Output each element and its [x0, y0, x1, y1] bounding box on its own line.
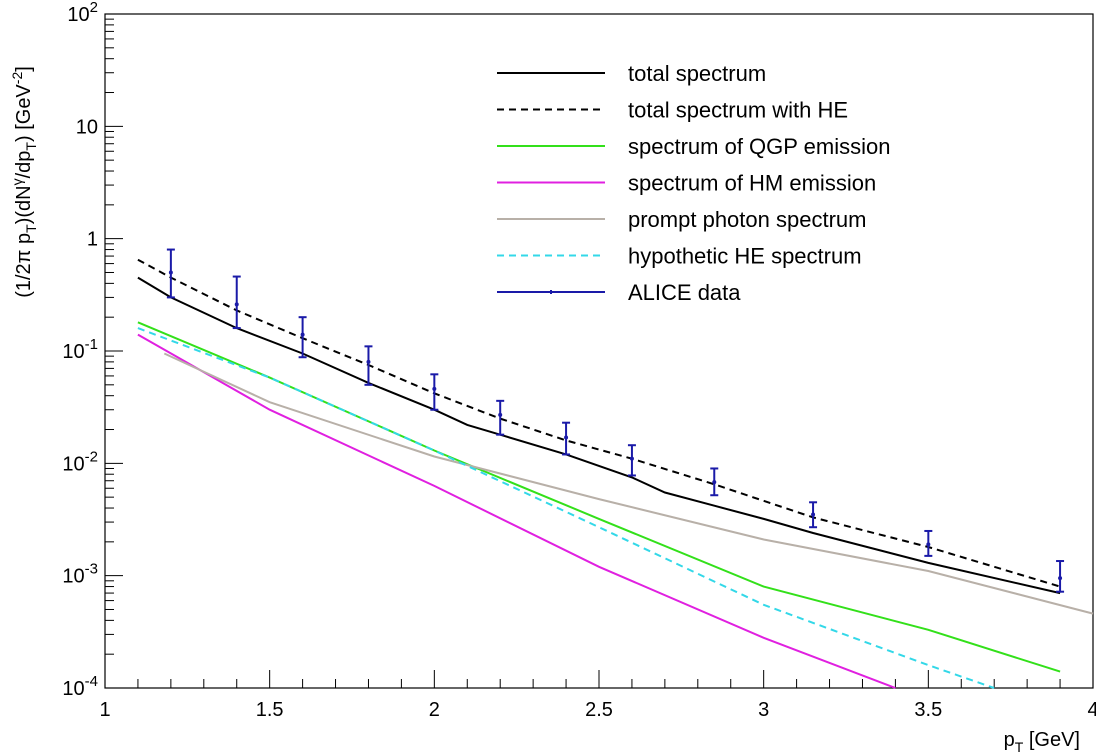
y-tick-label: 10-1 [62, 336, 98, 363]
data-point [168, 270, 173, 275]
x-tick-label: 2 [429, 699, 440, 721]
data-point [1058, 576, 1063, 581]
series-line-5 [137, 327, 995, 689]
x-tick-label: 3 [758, 699, 769, 721]
x-tick-label: 1 [99, 699, 110, 721]
series-group [137, 248, 1094, 689]
x-tick-label: 2.5 [585, 699, 613, 721]
x-tick-label: 4 [1087, 699, 1096, 721]
series-line-4 [163, 352, 1094, 615]
y-tick-label: 1 [87, 229, 98, 251]
legend-label: spectrum of HM emission [628, 171, 876, 196]
data-point [629, 456, 634, 461]
series-line-0 [137, 276, 1061, 595]
tick-labels: 1 1.5 2 2.5 3 3.5 4 10-4 10-3 10-2 10-1 1 10 102 [62, 0, 1096, 721]
series-line-2 [137, 321, 1061, 673]
y-tick-label: 102 [67, 0, 98, 26]
legend-label: total spectrum with HE [628, 98, 848, 123]
series-line-3 [137, 333, 896, 689]
legend-label: hypothetic HE spectrum [628, 244, 862, 269]
data-point [366, 359, 371, 364]
x-axis-label: pT [GeV] [1004, 729, 1080, 753]
y-axis-label: (1/2π pT)(dNγ/dpT) [GeV-2] [9, 66, 39, 298]
data-point [300, 332, 305, 337]
x-tick-label: 3.5 [914, 699, 942, 721]
plot-frame [104, 13, 1094, 689]
axis-ticks [104, 13, 1094, 689]
legend-label: spectrum of QGP emission [628, 134, 890, 159]
y-tick-label: 10-4 [62, 673, 98, 700]
data-point [926, 542, 931, 547]
data-point [498, 412, 503, 417]
data-point [811, 512, 816, 517]
y-tick-label: 10-3 [62, 561, 98, 588]
data-point [712, 480, 717, 485]
data-point [432, 386, 437, 391]
data-point [564, 435, 569, 440]
data-point [234, 302, 239, 307]
legend-label: prompt photon spectrum [628, 207, 866, 232]
legend: total spectrum total spectrum with HE spec… [497, 61, 890, 305]
y-tick-label: 10-2 [62, 448, 98, 475]
y-tick-label: 10 [76, 116, 98, 138]
legend-label: ALICE data [628, 280, 741, 305]
series-alice-data [166, 248, 1065, 593]
x-tick-label: 1.5 [256, 699, 284, 721]
legend-label: total spectrum [628, 61, 766, 86]
series-line-1 [137, 258, 1061, 588]
